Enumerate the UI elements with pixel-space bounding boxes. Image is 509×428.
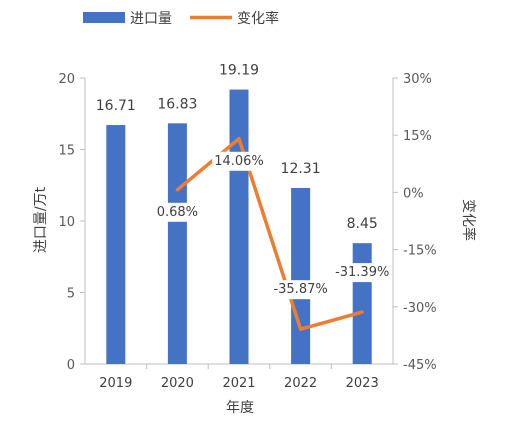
change-rate-line-layer (175, 137, 364, 331)
y-axis-left-title: 进口量/万t (33, 186, 49, 253)
bar-value-label: 16.71 (96, 98, 136, 114)
x-axis-title: 年度 (226, 400, 254, 416)
data-labels: 16.71 16.83 19.19 12.31 8.45 0.68% 14.06% -35.8… (96, 63, 392, 300)
y-axis-right-title: 变化率 (460, 199, 477, 241)
bar-import-volume (352, 243, 372, 364)
line-value-label-background (333, 263, 392, 283)
y-left-tick-label: 10 (58, 215, 75, 230)
bar-value-label: 19.19 (219, 63, 259, 79)
line-value-label: -31.39% (335, 265, 389, 280)
y-right-tick-label: 30% (403, 72, 432, 87)
x-tick-label: 2022 (284, 376, 317, 391)
legend-label-change-rate: 变化率 (237, 10, 279, 27)
x-tick-label: 2019 (99, 376, 132, 391)
line-value-label-background (271, 280, 330, 300)
y-right-tick-label: 0% (403, 186, 424, 201)
x-tick-label: 2020 (161, 376, 194, 391)
line-value-label-background (154, 202, 201, 222)
bar-value-label: 12.31 (281, 161, 321, 177)
line-value-label: -35.87% (273, 282, 327, 297)
bar-value-label: 16.83 (157, 96, 197, 112)
y-left-tick-label: 5 (67, 287, 75, 302)
y-left-tick-label: 0 (67, 358, 75, 373)
y-right-tick-label: 15% (403, 129, 432, 144)
line-value-label-background (212, 151, 266, 171)
y-left-tick-label: 20 (58, 72, 75, 87)
bar-import-volume (229, 89, 249, 364)
legend-swatch-import-volume (83, 12, 125, 23)
bar-value-label: 8.45 (347, 216, 378, 232)
line-value-label: 14.06% (214, 154, 264, 169)
line-value-label: 0.68% (157, 205, 198, 220)
bar-import-volume (291, 187, 311, 364)
y-right-tick-label: -30% (403, 301, 437, 316)
line-change-rate (175, 137, 364, 331)
bars (106, 89, 372, 365)
x-tick-label: 2021 (222, 376, 255, 391)
axes: 0 5 10 15 20 -45% -30% -15% 0% 15% 30% 2019 2020 2021… (58, 72, 436, 391)
y-right-tick-label: -15% (403, 244, 437, 259)
legend: 进口量 变化率 (83, 10, 279, 27)
bar-import-volume (106, 125, 126, 364)
x-tick-label: 2023 (346, 376, 379, 391)
legend-label-import-volume: 进口量 (130, 11, 172, 27)
y-left-tick-label: 15 (58, 144, 75, 159)
y-right-tick-label: -45% (403, 358, 437, 373)
bar-import-volume (167, 123, 187, 365)
